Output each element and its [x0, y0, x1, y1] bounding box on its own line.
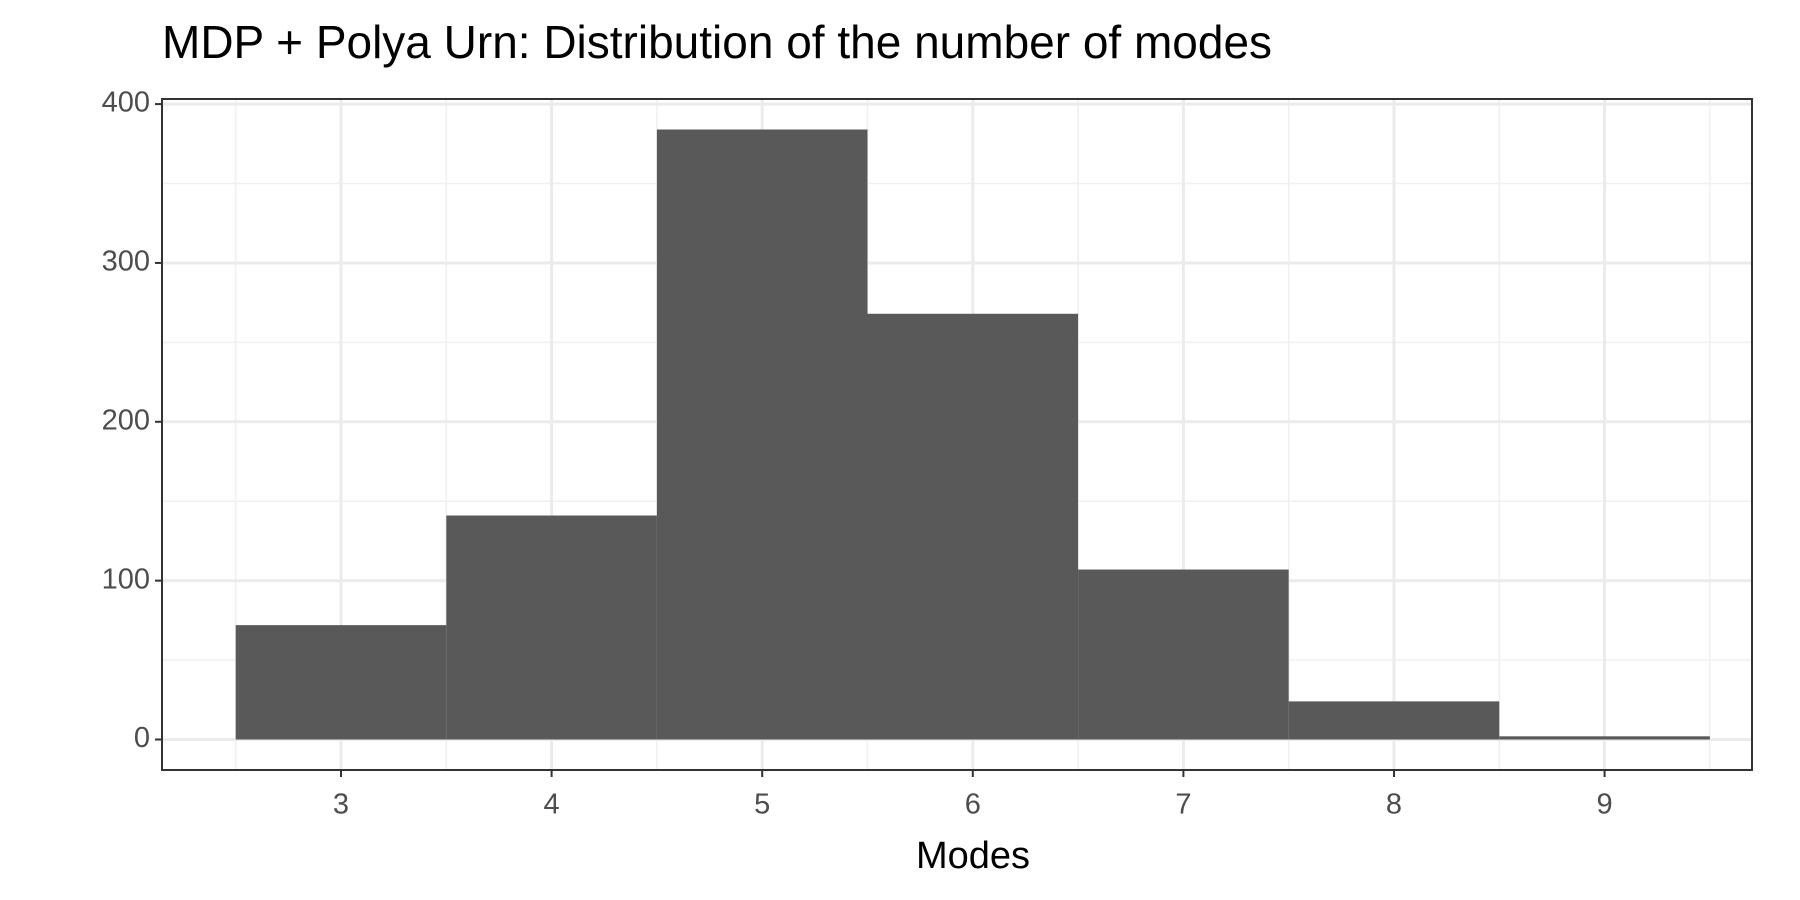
x-tick-label: 8 [1386, 789, 1402, 821]
x-tick-label: 5 [754, 789, 770, 821]
y-tick-label: 200 [102, 404, 150, 436]
y-tick-label: 0 [134, 722, 150, 754]
x-tick-label: 4 [544, 789, 560, 821]
x-tick-label: 3 [333, 789, 349, 821]
bar [1078, 569, 1289, 740]
bar [235, 625, 447, 740]
x-tick-label: 7 [1175, 789, 1191, 821]
bar [1499, 736, 1710, 740]
bar [867, 313, 1079, 740]
bar [446, 515, 657, 740]
y-tick-label: 400 [102, 87, 150, 119]
bar [1288, 701, 1500, 740]
bar [656, 129, 868, 740]
plot-border [161, 98, 1753, 771]
y-tick-label: 100 [102, 563, 150, 595]
x-axis-title: Modes [916, 835, 1030, 877]
x-tick-label: 9 [1597, 789, 1613, 821]
chart-title: MDP + Polya Urn: Distribution of the num… [162, 16, 1272, 68]
x-tick-label: 6 [965, 789, 981, 821]
y-tick-label: 300 [102, 246, 150, 278]
